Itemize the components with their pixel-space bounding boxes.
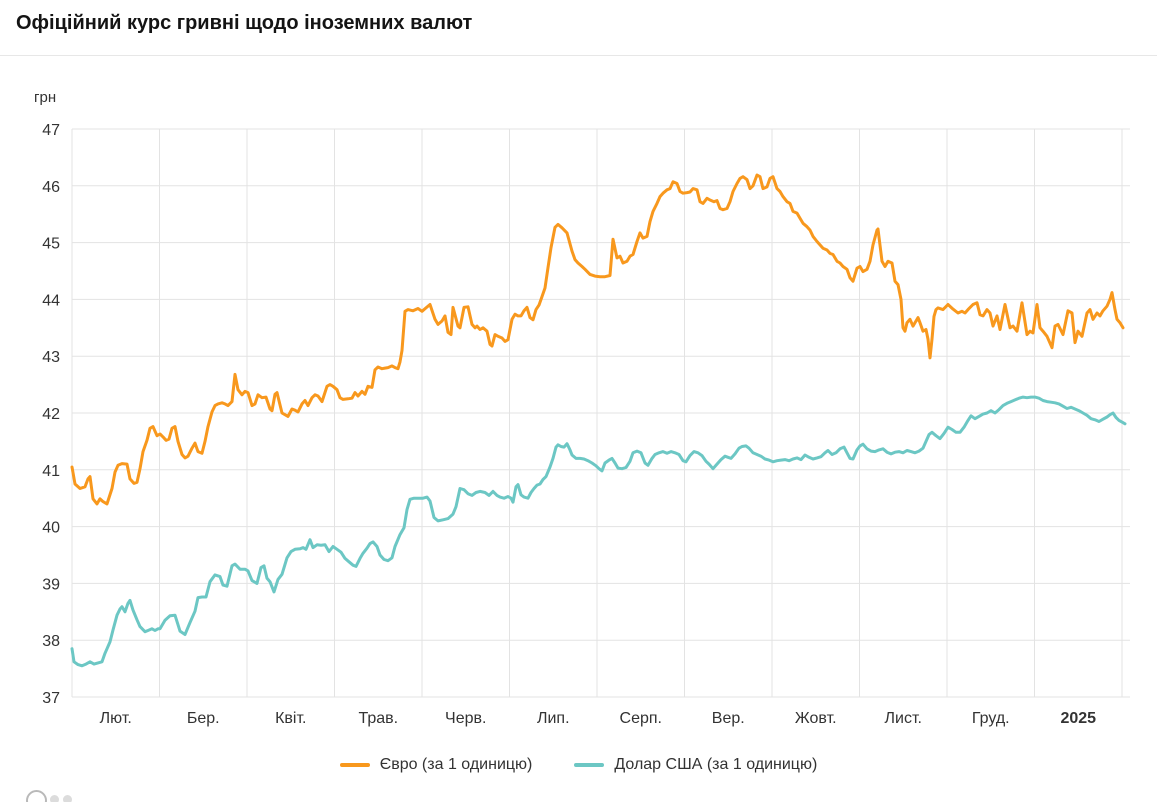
y-tick-label: 39 — [42, 576, 60, 593]
y-tick-label: 47 — [42, 122, 60, 139]
x-tick-label: Бер. — [187, 710, 220, 727]
x-tick-label: Трав. — [358, 710, 398, 727]
y-axis-unit-label: грн — [34, 89, 57, 106]
euro-line[interactable] — [70, 173, 1125, 506]
x-tick-label: Лип. — [537, 710, 570, 727]
y-tick-label: 37 — [42, 690, 60, 707]
x-tick-label: Черв. — [445, 710, 486, 727]
legend-label-euro: Євро (за 1 одиницю) — [379, 756, 533, 773]
y-tick-label: 45 — [42, 236, 60, 253]
x-tick-label: 2025 — [1060, 710, 1096, 727]
legend-item-euro[interactable]: Євро (за 1 одиницю) — [339, 756, 533, 774]
usd-line[interactable] — [70, 395, 1127, 668]
y-tick-label: 42 — [42, 406, 60, 423]
usd-line-swatch-icon — [574, 763, 605, 767]
title-divider — [0, 55, 1157, 56]
x-tick-label: Серп. — [620, 710, 662, 727]
euro-line-swatch-icon — [339, 763, 370, 767]
page-title: Офіційний курс гривні щодо іноземних вал… — [16, 12, 473, 34]
legend-label-usd: Долар США (за 1 одиницю) — [614, 756, 818, 773]
x-tick-label: Вер. — [712, 710, 745, 727]
y-tick-label: 41 — [42, 463, 60, 480]
x-tick-label: Груд. — [972, 710, 1010, 727]
x-tick-label: Лют. — [100, 710, 132, 727]
watermark-ring-icon — [26, 790, 47, 802]
legend-item-usd[interactable]: Долар США (за 1 одиницю) — [574, 756, 817, 774]
watermark-dot-icon — [50, 795, 59, 802]
exchange-rate-chart[interactable]: 37 38 39 40 41 42 43 44 45 46 47 Лют. Бер. Квіт. Трав.… — [0, 0, 1157, 750]
x-tick-label: Жовт. — [795, 710, 837, 727]
watermark-dot-icon — [63, 795, 72, 802]
y-tick-label: 44 — [42, 292, 60, 309]
y-tick-label: 46 — [42, 179, 60, 196]
x-tick-label: Квіт. — [275, 710, 306, 727]
y-tick-label: 40 — [42, 520, 60, 537]
chart-legend: Євро (за 1 одиницю) Долар США (за 1 один… — [0, 756, 1157, 774]
watermark-logo — [0, 780, 120, 802]
x-tick-label: Лист. — [885, 710, 922, 727]
y-tick-label: 38 — [42, 633, 60, 650]
y-tick-label: 43 — [42, 349, 60, 366]
